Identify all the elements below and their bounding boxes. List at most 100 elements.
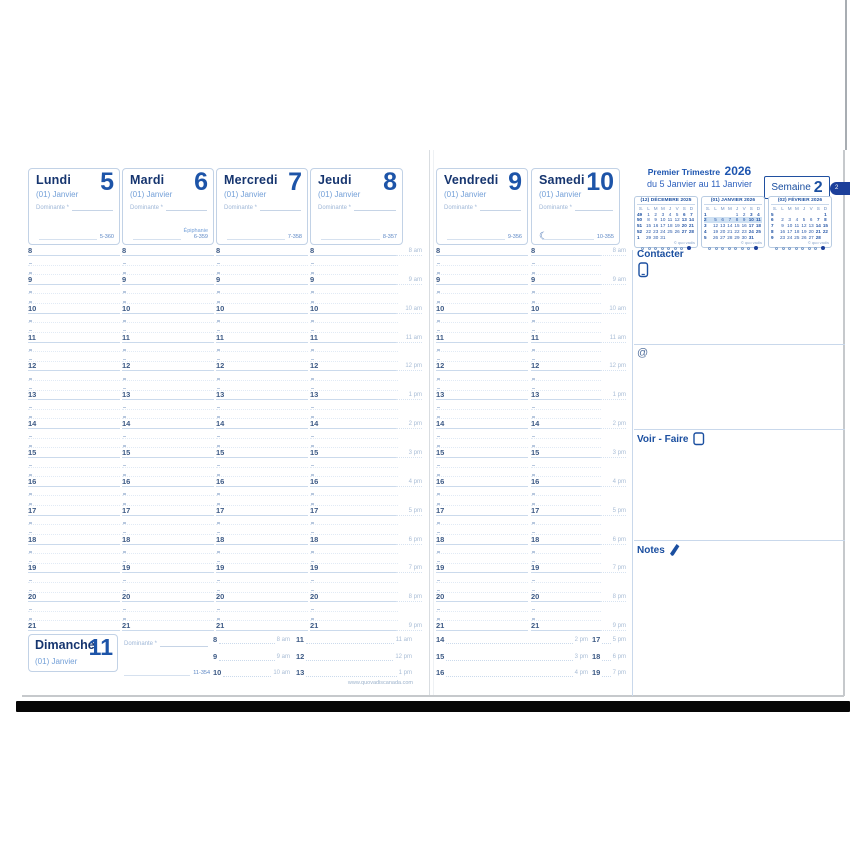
hour-line[interactable] (216, 399, 308, 401)
hour-line[interactable] (436, 428, 528, 430)
quarter-hour-line[interactable] (122, 408, 214, 410)
quarter-hour-line[interactable] (310, 322, 398, 324)
sunday-hour-row[interactable]: 14 2 pm (436, 635, 588, 644)
hour-line[interactable] (122, 572, 214, 574)
quarter-hour-line[interactable] (122, 466, 214, 468)
hour-line[interactable] (216, 630, 308, 631)
quarter-hour-line[interactable] (310, 274, 398, 276)
quarter-hour-line[interactable] (531, 466, 601, 468)
hour-line[interactable] (122, 399, 214, 401)
hour-line[interactable] (531, 399, 601, 401)
quarter-hour-line[interactable] (122, 360, 214, 362)
quarter-hour-line[interactable] (122, 322, 214, 324)
quarter-hour-line[interactable] (216, 466, 308, 468)
quarter-hour-line[interactable] (28, 553, 120, 555)
hour-line[interactable] (531, 456, 601, 458)
quarter-hour-line[interactable] (122, 553, 214, 555)
hour-line[interactable] (28, 543, 120, 545)
hour-line[interactable] (28, 514, 120, 516)
quarter-hour-line[interactable] (216, 553, 308, 555)
quarter-hour-line[interactable] (216, 591, 308, 593)
hour-line[interactable] (310, 312, 398, 314)
hour-line[interactable] (310, 601, 398, 603)
quarter-hour-line[interactable] (436, 322, 528, 324)
quarter-hour-line[interactable] (28, 418, 120, 420)
hour-line[interactable] (310, 370, 398, 372)
quarter-hour-line[interactable] (531, 610, 601, 612)
quarter-hour-line[interactable] (436, 581, 528, 583)
sunday-hour-row[interactable]: 18 6 pm (592, 652, 626, 661)
quarter-hour-line[interactable] (122, 293, 214, 295)
quarter-hour-line[interactable] (28, 495, 120, 497)
quarter-hour-line[interactable] (216, 408, 308, 410)
hour-line[interactable] (310, 341, 398, 343)
quarter-hour-line[interactable] (216, 264, 308, 266)
hour-line[interactable] (28, 312, 120, 314)
hour-line[interactable] (122, 428, 214, 430)
week-edge-tab[interactable]: 2 (830, 182, 850, 195)
quarter-hour-line[interactable] (122, 303, 214, 304)
quarter-hour-line[interactable] (436, 533, 528, 535)
quarter-hour-line[interactable] (310, 524, 398, 526)
quarter-hour-line[interactable] (310, 360, 398, 362)
hour-line[interactable] (28, 428, 120, 430)
quarter-hour-line[interactable] (216, 581, 308, 583)
sunday-hour-row[interactable]: 16 4 pm (436, 668, 588, 678)
hour-line[interactable] (216, 428, 308, 430)
dominante-field[interactable]: Dominante * (130, 204, 207, 211)
quarter-hour-line[interactable] (310, 553, 398, 555)
quarter-hour-line[interactable] (531, 408, 601, 410)
hour-line[interactable] (216, 312, 308, 314)
quarter-hour-line[interactable] (28, 380, 120, 381)
quarter-hour-line[interactable] (216, 351, 308, 353)
quarter-hour-line[interactable] (28, 524, 120, 526)
quarter-hour-line[interactable] (531, 437, 601, 439)
quarter-hour-line[interactable] (310, 533, 398, 535)
quarter-hour-line[interactable] (28, 447, 120, 449)
quarter-hour-line[interactable] (122, 562, 214, 564)
hour-line[interactable] (436, 485, 528, 487)
quarter-hour-line[interactable] (122, 591, 214, 593)
hour-line[interactable] (310, 485, 398, 487)
hour-line[interactable] (310, 514, 398, 516)
quarter-hour-line[interactable] (122, 505, 214, 506)
hour-line[interactable] (310, 572, 398, 574)
sunday-hour-row[interactable]: 19 7 pm (592, 668, 626, 678)
quarter-hour-line[interactable] (310, 562, 398, 564)
hour-line[interactable] (531, 485, 601, 487)
hour-line[interactable] (310, 543, 398, 545)
quarter-hour-line[interactable] (28, 591, 120, 593)
quarter-hour-line[interactable] (122, 581, 214, 583)
quarter-hour-line[interactable] (436, 274, 528, 276)
quarter-hour-line[interactable] (216, 533, 308, 535)
sunday-hour-row[interactable]: 8 8 am (213, 635, 290, 644)
quarter-hour-line[interactable] (436, 351, 528, 353)
hour-line[interactable] (436, 255, 528, 256)
hour-line[interactable] (531, 428, 601, 430)
quarter-hour-line[interactable] (28, 533, 120, 535)
quarter-hour-line[interactable] (28, 620, 120, 622)
hour-line[interactable] (28, 572, 120, 574)
dominante-field[interactable]: Dominante * (36, 204, 113, 211)
quarter-hour-line[interactable] (216, 495, 308, 497)
quarter-hour-line[interactable] (531, 495, 601, 497)
hour-line[interactable] (122, 514, 214, 516)
hour-line[interactable] (28, 601, 120, 603)
hour-line[interactable] (531, 601, 601, 603)
sunday-hour-row[interactable]: 13 1 pm (296, 668, 412, 678)
quarter-hour-line[interactable] (436, 264, 528, 266)
hour-line[interactable] (122, 601, 214, 603)
quarter-hour-line[interactable] (310, 591, 398, 593)
quarter-hour-line[interactable] (531, 380, 601, 381)
quarter-hour-line[interactable] (28, 581, 120, 583)
quarter-hour-line[interactable] (122, 495, 214, 497)
notes-writing-area[interactable] (634, 558, 844, 694)
hour-line[interactable] (122, 255, 214, 256)
quarter-hour-line[interactable] (216, 524, 308, 526)
quarter-hour-line[interactable] (122, 533, 214, 535)
hour-line[interactable] (310, 283, 398, 285)
quarter-hour-line[interactable] (436, 360, 528, 362)
quarter-hour-line[interactable] (436, 562, 528, 564)
quarter-hour-line[interactable] (216, 447, 308, 449)
quarter-hour-line[interactable] (310, 437, 398, 439)
